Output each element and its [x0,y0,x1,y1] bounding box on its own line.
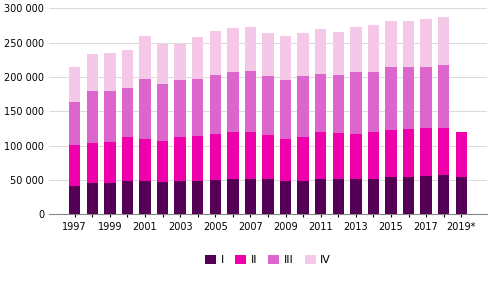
Bar [420,66,432,128]
Bar [280,36,291,80]
Bar [350,72,361,134]
Bar [210,180,221,214]
Bar [122,88,133,137]
Bar [280,181,291,214]
Bar [403,21,414,67]
Bar [104,183,115,214]
Bar [192,79,203,136]
Bar [157,44,168,84]
Bar [262,33,273,76]
Bar [262,179,273,214]
Legend: I, II, III, IV: I, II, III, IV [201,251,335,270]
Bar [227,28,239,72]
Bar [456,133,467,177]
Bar [122,50,133,88]
Bar [227,72,239,133]
Bar [280,139,291,181]
Bar [245,132,256,178]
Bar [69,67,81,101]
Bar [86,183,98,214]
Bar [385,21,397,67]
Bar [104,91,115,142]
Bar [403,129,414,177]
Bar [192,136,203,181]
Bar [157,141,168,182]
Bar [139,139,151,181]
Bar [315,29,327,74]
Bar [403,67,414,129]
Bar [174,80,186,137]
Bar [210,75,221,134]
Bar [298,137,309,181]
Bar [262,135,273,179]
Bar [368,178,379,214]
Bar [298,181,309,214]
Bar [332,133,344,179]
Bar [332,179,344,214]
Bar [298,76,309,137]
Bar [69,186,81,214]
Bar [298,33,309,76]
Bar [157,84,168,141]
Bar [139,79,151,139]
Bar [438,175,449,214]
Bar [438,17,449,65]
Bar [122,181,133,214]
Bar [350,27,361,72]
Bar [104,53,115,91]
Bar [368,25,379,72]
Bar [420,128,432,176]
Bar [174,181,186,214]
Bar [86,143,98,183]
Bar [69,145,81,186]
Bar [210,134,221,180]
Bar [315,133,327,179]
Bar [368,72,379,132]
Bar [315,74,327,133]
Bar [350,179,361,214]
Bar [69,101,81,145]
Bar [420,19,432,66]
Bar [210,31,221,75]
Bar [157,182,168,214]
Bar [104,142,115,183]
Bar [174,44,186,80]
Bar [192,181,203,214]
Bar [332,75,344,133]
Bar [86,91,98,143]
Bar [368,132,379,178]
Bar [385,177,397,214]
Bar [420,176,432,214]
Bar [245,27,256,71]
Bar [139,36,151,79]
Bar [403,177,414,214]
Bar [385,67,397,130]
Bar [227,133,239,179]
Bar [86,53,98,91]
Bar [350,134,361,179]
Bar [332,32,344,75]
Bar [438,128,449,175]
Bar [456,177,467,214]
Bar [315,179,327,214]
Bar [139,181,151,214]
Bar [438,65,449,128]
Bar [227,179,239,214]
Bar [192,37,203,79]
Bar [385,130,397,177]
Bar [262,76,273,135]
Bar [122,137,133,181]
Bar [280,80,291,139]
Bar [245,178,256,214]
Bar [174,137,186,181]
Bar [245,71,256,132]
